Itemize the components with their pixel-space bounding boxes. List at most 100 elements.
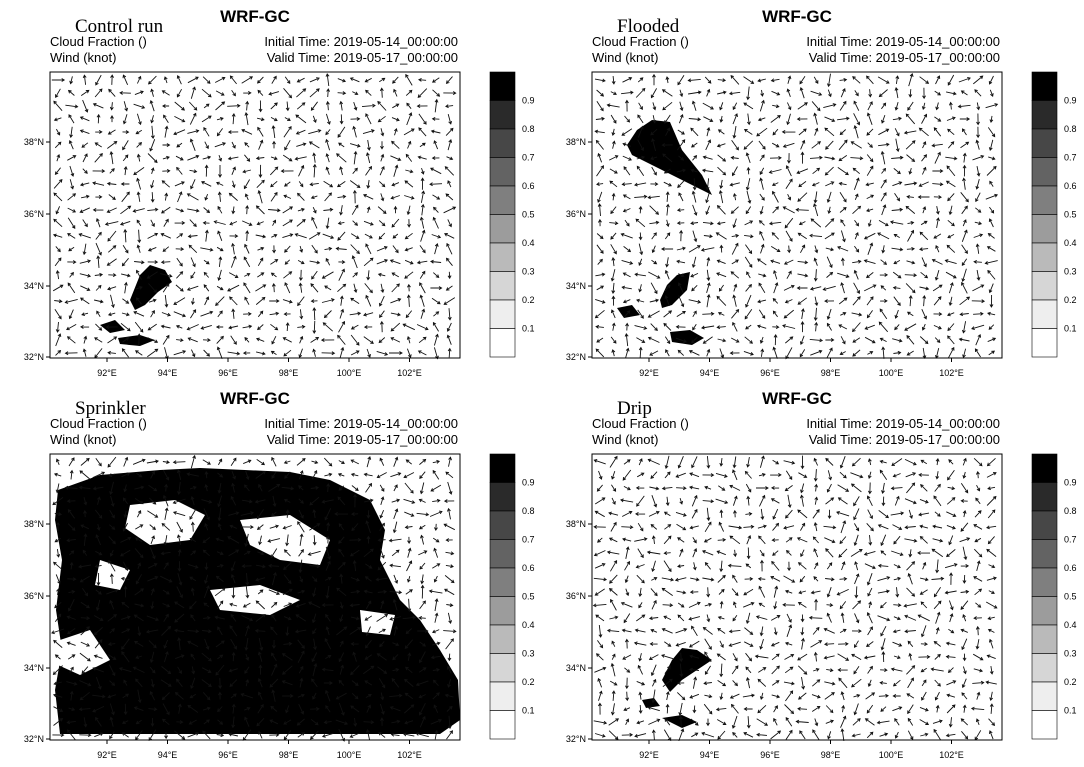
- colorbar-label: 0.4: [522, 238, 535, 248]
- colorbar-box: [489, 157, 516, 187]
- colorbar-box: [489, 653, 516, 683]
- cloud: [100, 320, 125, 333]
- colorbar-box: [1031, 71, 1058, 101]
- colorbar-box: [1031, 596, 1058, 626]
- colorbar-label: 0.7: [1064, 535, 1077, 545]
- lon-label: 96°E: [218, 750, 238, 760]
- lat-label: 32°N: [24, 352, 44, 362]
- plot-title: WRF-GC: [220, 389, 290, 408]
- lat-label: 38°N: [566, 137, 586, 147]
- panel-label: Flooded: [617, 16, 680, 37]
- colorbar-box: [489, 71, 516, 101]
- colorbar-box: [489, 328, 516, 358]
- valid-time: Valid Time: 2019-05-17_00:00:00: [267, 50, 458, 65]
- colorbar-label: 0.6: [1064, 181, 1077, 191]
- wind-vectors: [51, 454, 457, 742]
- colorbar-box: [1031, 510, 1058, 540]
- colorbar-label: 0.4: [1064, 238, 1077, 248]
- lon-label: 92°E: [97, 368, 117, 378]
- lon-label: 102°E: [939, 368, 964, 378]
- colorbar-box: [1031, 567, 1058, 597]
- colorbar-label: 0.8: [522, 506, 535, 516]
- lat-label: 36°N: [24, 209, 44, 219]
- colorbar-label: 0.9: [1064, 96, 1077, 106]
- colorbar-box: [489, 510, 516, 540]
- lat-label: 34°N: [566, 663, 586, 673]
- colorbar-box: [1031, 328, 1058, 358]
- colorbar-label: 0.9: [1064, 478, 1077, 488]
- map-background: [50, 72, 460, 358]
- panel: Sprinkler WRF-GC Cloud Fraction ()Wind (kn…: [24, 389, 535, 760]
- colorbar-box: [1031, 710, 1058, 740]
- colorbar-label: 0.7: [522, 535, 535, 545]
- colorbar-box: [489, 453, 516, 483]
- initial-time: Initial Time: 2019-05-14_00:00:00: [264, 34, 458, 49]
- valid-time: Valid Time: 2019-05-17_00:00:00: [809, 50, 1000, 65]
- lon-label: 102°E: [939, 750, 964, 760]
- panel-label: Sprinkler: [75, 398, 146, 419]
- colorbar-box: [489, 299, 516, 329]
- map-frame: [49, 71, 461, 359]
- lat-label: 32°N: [566, 734, 586, 744]
- colorbar-label: 0.3: [1064, 649, 1077, 659]
- lon-label: 102°E: [397, 750, 422, 760]
- colorbar-box: [1031, 157, 1058, 187]
- lon-label: 100°E: [879, 368, 904, 378]
- wind-name: Wind (knot): [592, 50, 658, 65]
- colorbar-box: [489, 681, 516, 711]
- colorbar-box: [1031, 539, 1058, 569]
- lon-label: 94°E: [158, 368, 178, 378]
- colorbar-box: [489, 567, 516, 597]
- lon-label: 98°E: [279, 750, 299, 760]
- colorbar-box: [1031, 100, 1058, 130]
- colorbar-label: 0.1: [1064, 706, 1077, 716]
- colorbar-box: [1031, 482, 1058, 512]
- colorbar-label: 0.4: [522, 620, 535, 630]
- colorbar-box: [489, 185, 516, 215]
- colorbar-box: [489, 539, 516, 569]
- wind-vectors: [592, 455, 998, 742]
- colorbar-box: [489, 624, 516, 654]
- lon-label: 92°E: [97, 750, 117, 760]
- lon-label: 96°E: [218, 368, 238, 378]
- clear-area: [125, 500, 205, 545]
- lat-label: 34°N: [24, 281, 44, 291]
- colorbar-label: 0.5: [522, 592, 535, 602]
- lat-label: 36°N: [566, 591, 586, 601]
- valid-time: Valid Time: 2019-05-17_00:00:00: [809, 432, 1000, 447]
- plot-title: WRF-GC: [762, 7, 832, 26]
- colorbar-label: 0.2: [1064, 295, 1077, 305]
- colorbar-label: 0.3: [522, 649, 535, 659]
- colorbar-label: 0.3: [1064, 267, 1077, 277]
- cloud: [642, 698, 660, 708]
- cloud-cover: [642, 648, 712, 728]
- lat-label: 36°N: [566, 209, 586, 219]
- colorbar-label: 0.8: [522, 124, 535, 134]
- cloud: [660, 272, 690, 308]
- cloud: [662, 648, 712, 692]
- field-name: Cloud Fraction (): [592, 34, 689, 49]
- colorbar-label: 0.6: [522, 563, 535, 573]
- colorbar-label: 0.1: [522, 324, 535, 334]
- colorbar-box: [1031, 242, 1058, 272]
- colorbar-label: 0.7: [1064, 153, 1077, 163]
- panel-label: Drip: [617, 398, 652, 419]
- colorbar-box: [1031, 653, 1058, 683]
- lon-label: 100°E: [337, 368, 362, 378]
- colorbar-box: [1031, 453, 1058, 483]
- lon-label: 96°E: [760, 368, 780, 378]
- colorbar-box: [1031, 128, 1058, 158]
- map-frame: [49, 453, 461, 741]
- valid-time: Valid Time: 2019-05-17_00:00:00: [267, 432, 458, 447]
- lat-label: 34°N: [24, 663, 44, 673]
- plot-title: WRF-GC: [762, 389, 832, 408]
- colorbar-label: 0.5: [1064, 210, 1077, 220]
- colorbar-label: 0.4: [1064, 620, 1077, 630]
- lon-label: 92°E: [639, 368, 659, 378]
- clear-area: [58, 630, 110, 675]
- colorbar-label: 0.5: [1064, 592, 1077, 602]
- wind-vectors: [594, 73, 999, 360]
- lon-label: 100°E: [337, 750, 362, 760]
- colorbar-box: [489, 271, 516, 301]
- wind-name: Wind (knot): [50, 432, 116, 447]
